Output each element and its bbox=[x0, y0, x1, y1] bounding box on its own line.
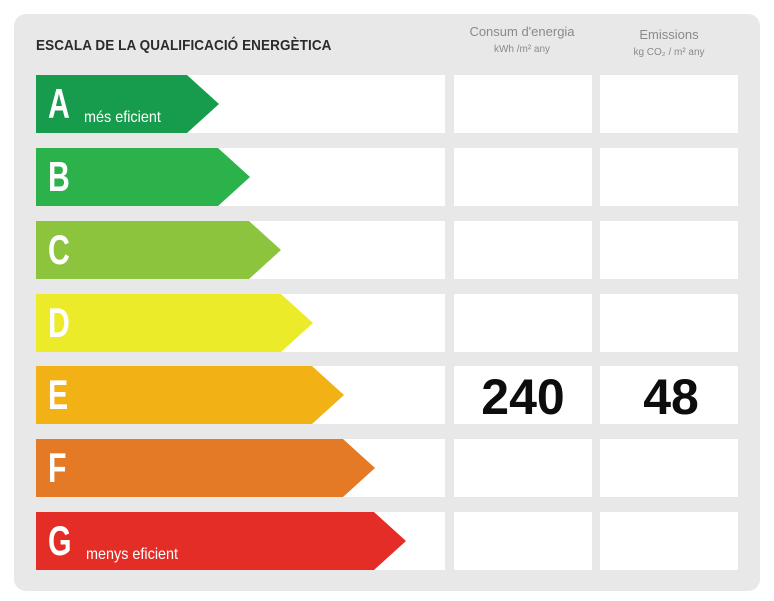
emissions-column-unit: kg CO₂ / m² any bbox=[633, 47, 705, 58]
page-title: ESCALA DE LA QUALIFICACIÓ ENERGÈTICA bbox=[36, 37, 332, 54]
rating-letter-b: B bbox=[48, 153, 70, 200]
rating-letter-a: A bbox=[48, 80, 70, 127]
emissions-value: 48 bbox=[643, 369, 699, 425]
energy-cell-f bbox=[454, 439, 592, 497]
rating-letter-e: E bbox=[48, 371, 69, 418]
rating-letter-f: F bbox=[48, 444, 67, 491]
emissions-column-header: Emissions kg CO₂ / m² any bbox=[598, 26, 740, 62]
emissions-cell-e bbox=[600, 366, 738, 424]
energy-column-header: Consum d'energia kWh /m² any bbox=[452, 23, 592, 59]
energy-cell-a bbox=[454, 75, 592, 133]
emissions-cell-a bbox=[600, 75, 738, 133]
emissions-cell-c bbox=[600, 221, 738, 279]
rating-arrow-b bbox=[36, 148, 250, 206]
rating-arrow-g bbox=[36, 512, 406, 570]
rating-letter-d: D bbox=[48, 299, 70, 346]
energy-cell-d bbox=[454, 294, 592, 352]
energy-cell-b bbox=[454, 148, 592, 206]
rating-arrow-c bbox=[36, 221, 281, 279]
rating-sublabel-a: més eficient bbox=[84, 109, 161, 126]
rating-letter-g: G bbox=[48, 517, 72, 564]
emissions-cell-d bbox=[600, 294, 738, 352]
emissions-cell-f bbox=[600, 439, 738, 497]
emissions-column-label: Emissions bbox=[639, 27, 699, 42]
energy-column-label: Consum d'energia bbox=[469, 24, 575, 39]
rating-arrow-f bbox=[36, 439, 375, 497]
emissions-cell-g bbox=[600, 512, 738, 570]
rating-letter-c: C bbox=[48, 226, 70, 273]
rating-sublabel-g: menys eficient bbox=[86, 546, 179, 563]
energy-cell-e bbox=[454, 366, 592, 424]
rating-arrow-e bbox=[36, 366, 344, 424]
emissions-cell-b bbox=[600, 148, 738, 206]
rating-arrow-a bbox=[36, 75, 219, 133]
energy-cell-g bbox=[454, 512, 592, 570]
energy-cell-c bbox=[454, 221, 592, 279]
energy-column-unit: kWh /m² any bbox=[493, 44, 551, 55]
energy-value: 240 bbox=[481, 369, 565, 425]
rating-arrow-d bbox=[36, 294, 313, 352]
